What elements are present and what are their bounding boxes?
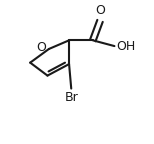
Text: Br: Br — [64, 91, 78, 104]
Text: O: O — [95, 4, 105, 17]
Text: O: O — [36, 41, 46, 54]
Text: OH: OH — [116, 40, 135, 53]
